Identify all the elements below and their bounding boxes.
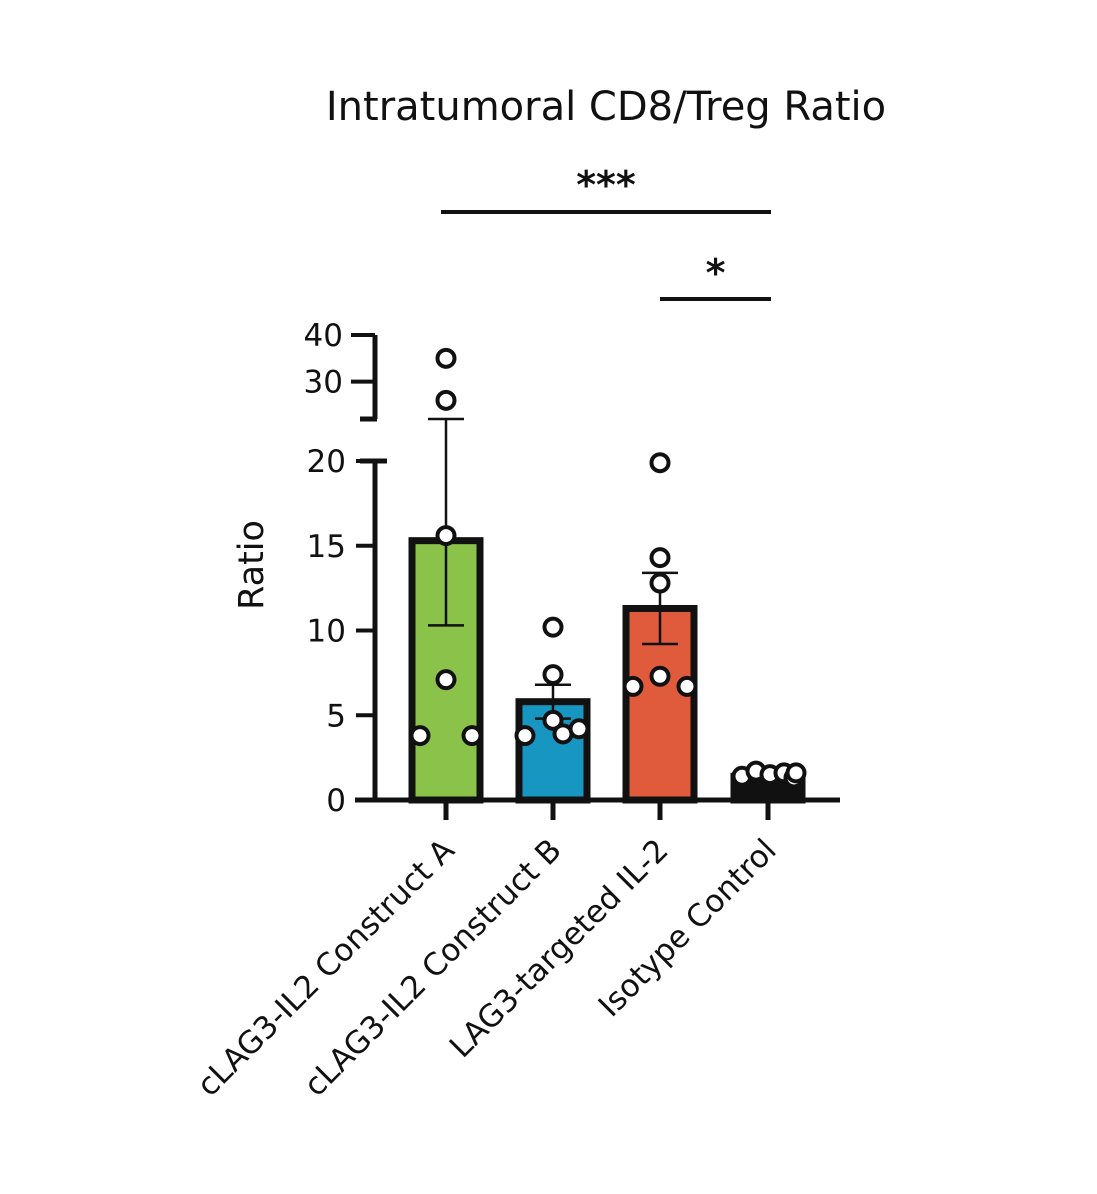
significance-label: *** bbox=[576, 163, 636, 207]
y-tick-label: 5 bbox=[326, 698, 346, 734]
data-point bbox=[785, 762, 807, 784]
data-point bbox=[514, 725, 536, 747]
data-point bbox=[435, 669, 457, 691]
significance-annotations: **** bbox=[441, 163, 771, 301]
data-point bbox=[435, 389, 457, 411]
data-point bbox=[542, 709, 564, 731]
y-tick-label: 30 bbox=[304, 365, 343, 401]
data-point bbox=[649, 547, 671, 569]
data-point bbox=[542, 616, 564, 638]
data-point bbox=[568, 718, 590, 740]
data-point bbox=[435, 525, 457, 547]
data-point bbox=[461, 725, 483, 747]
data-point bbox=[542, 664, 564, 686]
data-point bbox=[409, 725, 431, 747]
data-point bbox=[435, 347, 457, 369]
y-tick-label: 10 bbox=[307, 614, 346, 650]
axes: 0 5 10 15 20 30 40 bbox=[304, 318, 840, 820]
y-tick-label: 40 bbox=[304, 318, 343, 354]
data-point bbox=[622, 675, 644, 697]
chart-title: Intratumoral CD8/Treg Ratio bbox=[326, 84, 886, 130]
y-tick-label: 15 bbox=[307, 529, 346, 565]
significance-label: * bbox=[706, 251, 726, 295]
bars bbox=[408, 537, 806, 804]
y-tick-label: 0 bbox=[326, 783, 346, 819]
data-point bbox=[676, 675, 698, 697]
y-axis-label: Ratio bbox=[232, 520, 272, 610]
data-point bbox=[649, 665, 671, 687]
data-point bbox=[649, 572, 671, 594]
data-points bbox=[409, 347, 807, 789]
data-point bbox=[649, 452, 671, 474]
y-tick-label: 20 bbox=[307, 444, 346, 480]
